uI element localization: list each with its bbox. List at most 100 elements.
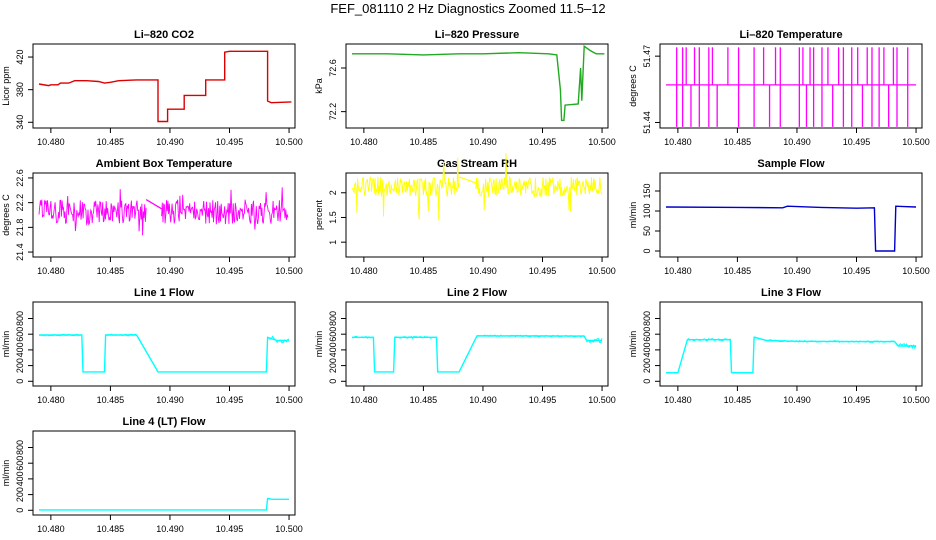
x-tick-label: 10.500 <box>275 266 303 276</box>
y-tick-label: 0 <box>642 248 652 253</box>
x-tick-label: 10.485 <box>724 266 752 276</box>
plot-frame <box>659 301 923 387</box>
y-axis-label: ml/min <box>628 331 638 358</box>
chart-panel-box_temp: Ambient Box Temperature degrees C 10.480 10… <box>1 158 303 276</box>
y-tick-label: 340 <box>15 115 25 130</box>
y-tick-label: 200 <box>642 358 652 373</box>
y-tick-label: 800 <box>15 311 25 326</box>
series-ripple <box>897 343 917 350</box>
plot-frame <box>345 172 609 258</box>
series-ripple <box>105 333 137 337</box>
y-tick-label: 0 <box>642 379 652 384</box>
x-tick-label: 10.490 <box>469 266 497 276</box>
chart-title: Line 4 (LT) Flow <box>123 416 206 428</box>
y-tick-label: 1.5 <box>328 211 338 224</box>
y-tick-label: 0 <box>15 508 25 513</box>
x-tick-label: 10.500 <box>902 395 930 405</box>
x-tick-label: 10.490 <box>783 266 811 276</box>
series-ripple <box>687 337 731 342</box>
series-ripple <box>394 335 437 340</box>
plot-frame <box>32 301 296 387</box>
x-tick-label: 10.485 <box>97 524 125 534</box>
x-tick-label: 10.490 <box>469 395 497 405</box>
x-tick-label: 10.495 <box>216 266 244 276</box>
series-ripple <box>38 333 82 337</box>
x-tick-label: 10.485 <box>724 137 752 147</box>
x-tick-label: 10.490 <box>156 395 184 405</box>
plot-frame <box>659 172 923 258</box>
y-tick-label: 72.2 <box>328 103 338 121</box>
chart-title: Line 3 Flow <box>761 287 821 299</box>
x-tick-label: 10.480 <box>664 266 692 276</box>
plot-frame <box>659 43 923 129</box>
x-tick-label: 10.485 <box>724 395 752 405</box>
x-tick-label: 10.495 <box>843 137 871 147</box>
y-tick-label: 600 <box>15 456 25 471</box>
y-axis-label: degrees C <box>628 65 638 107</box>
plot-frame <box>32 172 296 258</box>
chart-title: Ambient Box Temperature <box>96 158 233 170</box>
y-tick-label: 21.8 <box>15 219 25 237</box>
x-tick-label: 10.500 <box>588 266 616 276</box>
chart-title: Li–820 Pressure <box>435 29 519 41</box>
x-tick-label: 10.480 <box>664 395 692 405</box>
x-tick-label: 10.480 <box>350 395 378 405</box>
x-tick-label: 10.490 <box>469 137 497 147</box>
series-line <box>352 335 602 373</box>
plot-frame <box>345 301 609 387</box>
plot-frame <box>32 43 296 129</box>
y-axis-label: ml/min <box>1 460 11 487</box>
y-axis-label: kPa <box>314 78 324 94</box>
chart-panel-sample_flow: Sample Flow ml/min 10.480 10.485 10.490 10.49… <box>628 158 930 276</box>
y-tick-label: 150 <box>642 183 652 198</box>
series-noise <box>351 157 460 221</box>
plot-frame <box>345 43 609 129</box>
y-tick-label: 600 <box>328 327 338 342</box>
series-noise <box>38 189 147 236</box>
y-tick-label: 400 <box>328 342 338 357</box>
x-tick-label: 10.480 <box>350 266 378 276</box>
y-tick-label: 72.6 <box>328 59 338 77</box>
series-line <box>352 44 605 122</box>
y-tick-label: 0 <box>15 379 25 384</box>
x-tick-label: 10.495 <box>216 137 244 147</box>
y-tick-label: 0 <box>328 379 338 384</box>
chart-panel-line1: Line 1 Flow ml/min 10.480 10.485 10.490 10.49… <box>1 287 303 405</box>
x-tick-label: 10.485 <box>97 137 125 147</box>
x-tick-label: 10.490 <box>156 266 184 276</box>
x-tick-label: 10.490 <box>156 137 184 147</box>
x-tick-label: 10.480 <box>664 137 692 147</box>
series-noise <box>161 187 289 230</box>
chart-panel-line4: Line 4 (LT) Flow ml/min 10.480 10.485 10.490… <box>1 416 303 534</box>
y-tick-label: 400 <box>642 342 652 357</box>
series-gap-bridge <box>458 176 477 184</box>
x-tick-label: 10.495 <box>529 266 557 276</box>
x-tick-label: 10.485 <box>97 266 125 276</box>
x-tick-label: 10.495 <box>529 137 557 147</box>
chart-panel-line2: Line 2 Flow ml/min 10.480 10.485 10.490 10.49… <box>314 287 616 405</box>
x-tick-label: 10.490 <box>156 524 184 534</box>
chart-title: Gas Stream RH <box>437 158 517 170</box>
y-tick-label: 2 <box>328 190 338 195</box>
x-tick-label: 10.500 <box>588 137 616 147</box>
x-tick-label: 10.495 <box>216 395 244 405</box>
y-tick-label: 600 <box>642 327 652 342</box>
y-tick-label: 400 <box>15 471 25 486</box>
x-tick-label: 10.490 <box>783 137 811 147</box>
chart-panel-co2: Li–820 CO2 Licor ppm 10.480 10.485 10.490 10.… <box>1 29 303 147</box>
chart-panel-rh: Gas Stream RH percent 10.480 10.485 10.490 10… <box>314 153 616 276</box>
x-tick-label: 10.480 <box>37 266 65 276</box>
series-line <box>665 205 917 252</box>
series-noise <box>475 153 603 212</box>
series-ripple <box>753 336 895 344</box>
y-tick-label: 1 <box>328 240 338 245</box>
series-line <box>38 50 292 123</box>
y-tick-label: 50 <box>642 226 652 236</box>
y-axis-label: ml/min <box>628 202 638 229</box>
x-tick-label: 10.500 <box>275 137 303 147</box>
y-tick-label: 200 <box>15 358 25 373</box>
plot-frame <box>32 430 296 516</box>
y-tick-label: 420 <box>15 50 25 65</box>
x-tick-label: 10.480 <box>37 524 65 534</box>
